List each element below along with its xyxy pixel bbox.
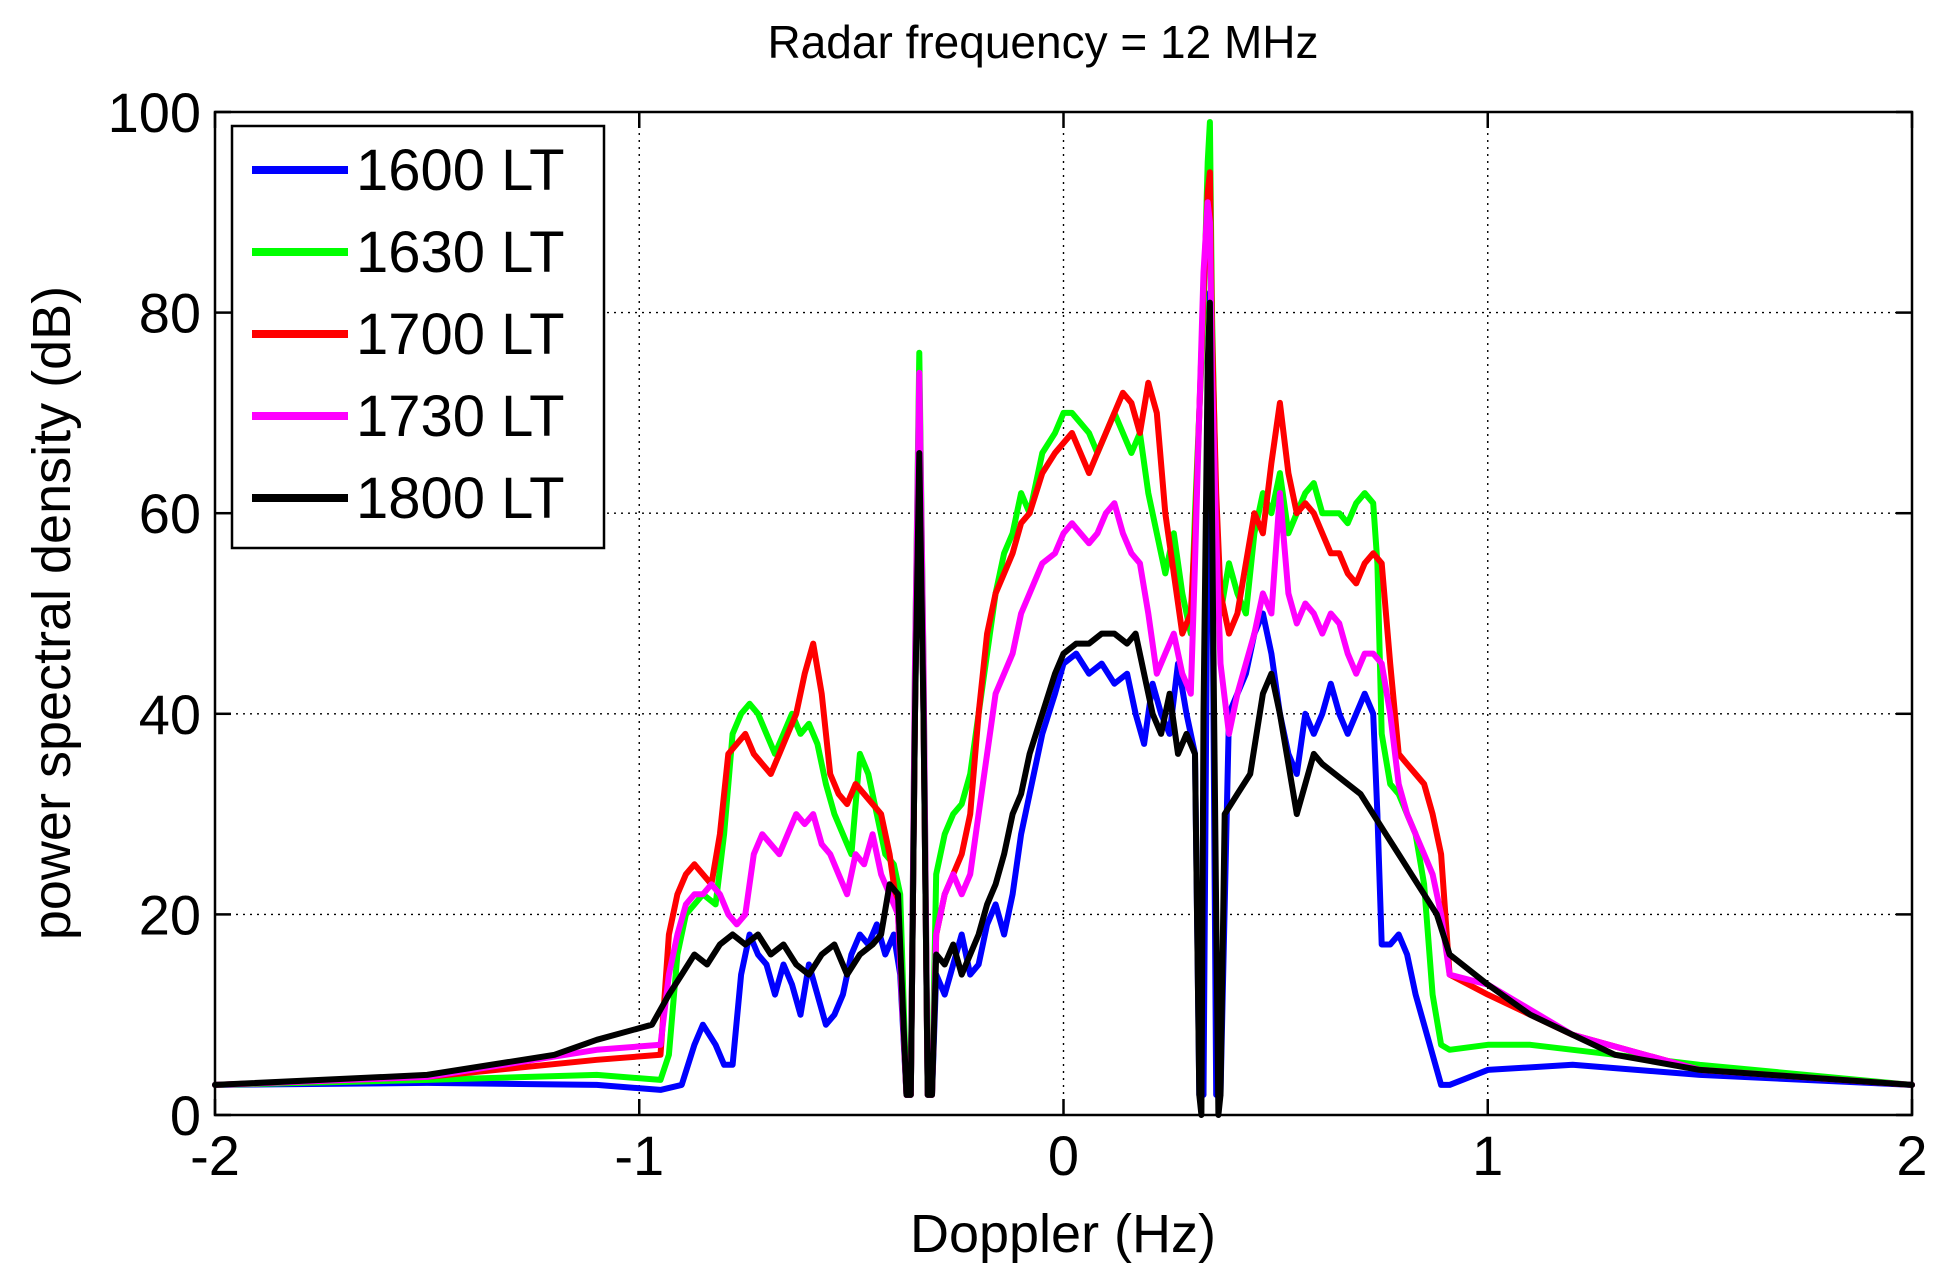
legend-entry: 1700 LT — [252, 302, 565, 367]
series-line-1600-lt — [212, 289, 1915, 1098]
y-tick-label: 80 — [139, 282, 201, 345]
legend-entry: 1800 LT — [252, 466, 565, 531]
x-tick-label: -1 — [614, 1124, 664, 1187]
y-tick-label: 0 — [170, 1084, 201, 1147]
legend-label: 1600 LT — [356, 138, 565, 203]
y-tick-labels: 0 20 40 60 80 100 — [108, 81, 201, 1147]
y-tick-label: 60 — [139, 482, 201, 545]
legend-entry: 1600 LT — [252, 138, 565, 203]
y-tick-label: 20 — [139, 883, 201, 946]
chart-title: Radar frequency = 12 MHz — [768, 16, 1319, 68]
series-layer — [212, 119, 1915, 1118]
legend-label: 1730 LT — [356, 384, 565, 449]
x-tick-labels: -2 -1 0 1 2 — [190, 1124, 1927, 1187]
legend-entry: 1730 LT — [252, 384, 565, 449]
legend: 1600 LT 1630 LT 1700 LT 1730 LT 1800 LT — [230, 124, 606, 550]
x-tick-label: 2 — [1896, 1124, 1927, 1187]
grid-lines — [215, 112, 1912, 1115]
legend-label: 1630 LT — [356, 220, 565, 285]
y-tick-label: 100 — [108, 81, 201, 144]
series-line-1730-lt — [212, 199, 1915, 1098]
legend-label: 1700 LT — [356, 302, 565, 367]
y-tick-label: 40 — [139, 683, 201, 746]
x-axis-label: Doppler (Hz) — [910, 1204, 1216, 1264]
legend-label: 1800 LT — [356, 466, 565, 531]
y-axis-label: power spectral density (dB) — [22, 286, 82, 940]
legend-entry: 1630 LT — [252, 220, 565, 285]
series-line-1700-lt — [212, 169, 1915, 1098]
x-tick-label: 1 — [1472, 1124, 1503, 1187]
x-tick-label: -2 — [190, 1124, 240, 1187]
series-line-1800-lt — [212, 299, 1915, 1118]
tick-marks — [213, 110, 1914, 1117]
x-tick-label: 0 — [1048, 1124, 1079, 1187]
